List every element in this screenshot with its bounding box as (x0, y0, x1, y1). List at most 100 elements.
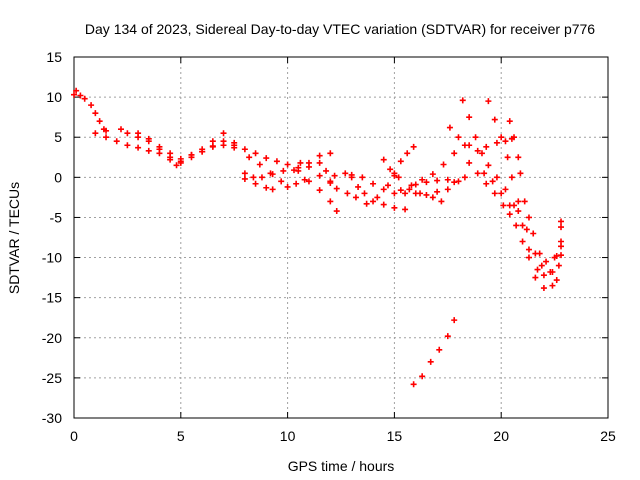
data-point (515, 198, 522, 205)
data-point (156, 146, 163, 153)
data-point (323, 167, 330, 174)
data-point (297, 159, 304, 166)
data-point (167, 156, 174, 163)
data-point (188, 154, 195, 161)
data-point (519, 222, 526, 229)
data-point (81, 95, 88, 102)
data-point (451, 179, 458, 186)
data-point (395, 174, 402, 181)
data-point (103, 127, 110, 134)
data-point (506, 118, 513, 125)
data-point (92, 130, 99, 137)
series-arc-17 (406, 186, 445, 205)
series-arc-13 (344, 143, 417, 207)
x-axis-label: GPS time / hours (288, 458, 395, 474)
data-point (558, 224, 565, 231)
series-arc-22 (466, 159, 560, 292)
data-point (412, 181, 419, 188)
data-point (506, 211, 513, 218)
data-point (305, 163, 312, 170)
data-point (493, 174, 500, 181)
data-point (521, 198, 528, 205)
series-arc-3 (117, 126, 238, 165)
series-arc-24 (485, 98, 562, 275)
data-point (423, 191, 430, 198)
data-point (352, 194, 359, 201)
data-point (504, 154, 511, 161)
data-point (517, 170, 524, 177)
data-point (434, 188, 441, 195)
axis-ticks: 0 5 10 15 20 25 -30 -25 -20 -15 -10 -5 0 5 10 15 (42, 49, 616, 444)
data-point (384, 182, 391, 189)
data-point (333, 185, 340, 192)
data-point (549, 282, 556, 289)
data-point (525, 214, 532, 221)
data-point (474, 170, 481, 177)
data-points (71, 87, 565, 388)
data-point (427, 358, 434, 365)
data-point (493, 139, 500, 146)
data-point (532, 274, 539, 281)
data-point (397, 187, 404, 194)
data-point (316, 172, 323, 179)
data-point (429, 171, 436, 178)
data-point (498, 190, 505, 197)
series-arc-23 (481, 170, 522, 215)
data-point (199, 148, 206, 155)
data-point (391, 172, 398, 179)
data-point (391, 190, 398, 197)
y-tick-label: 0 (54, 169, 62, 185)
y-tick-label: 5 (54, 129, 62, 145)
data-point (88, 102, 95, 109)
data-point (419, 176, 426, 183)
data-point (77, 92, 84, 99)
data-point (124, 142, 131, 149)
data-point (241, 146, 248, 153)
data-point (135, 144, 142, 151)
series-arc-5 (241, 146, 334, 171)
series-arc-26 (558, 218, 565, 259)
data-point (391, 204, 398, 211)
data-point (540, 272, 547, 279)
y-tick-label: -30 (42, 410, 62, 426)
data-point (278, 178, 285, 185)
data-point (502, 138, 509, 145)
series-arc-12 (342, 170, 468, 198)
data-point (252, 180, 259, 187)
series-arc-19 (410, 317, 458, 388)
data-point (284, 183, 291, 190)
data-point (519, 238, 526, 245)
series-arc-21 (459, 97, 556, 279)
data-point (500, 202, 507, 209)
data-point (113, 138, 120, 145)
data-point (291, 167, 298, 174)
data-point (555, 262, 562, 269)
data-point (177, 159, 184, 166)
data-point (117, 126, 124, 133)
x-tick-label: 5 (177, 428, 185, 444)
data-point (209, 143, 216, 150)
data-point (498, 134, 505, 141)
data-point (513, 222, 520, 229)
data-point (558, 218, 565, 225)
data-point (455, 134, 462, 141)
y-tick-label: -15 (42, 290, 62, 306)
data-point (502, 186, 509, 193)
data-point (293, 180, 300, 187)
data-point (71, 91, 77, 98)
data-point (363, 200, 370, 207)
data-point (444, 333, 451, 340)
data-point (231, 142, 238, 149)
data-point (173, 162, 180, 169)
data-point (145, 147, 152, 154)
data-point (417, 190, 424, 197)
data-point (410, 381, 417, 388)
data-point (241, 170, 248, 177)
data-point (538, 262, 545, 269)
series-arc-16 (397, 142, 468, 194)
data-point (440, 161, 447, 168)
series-arc-4 (135, 130, 238, 169)
x-tick-label: 10 (280, 428, 296, 444)
data-point (301, 176, 308, 183)
